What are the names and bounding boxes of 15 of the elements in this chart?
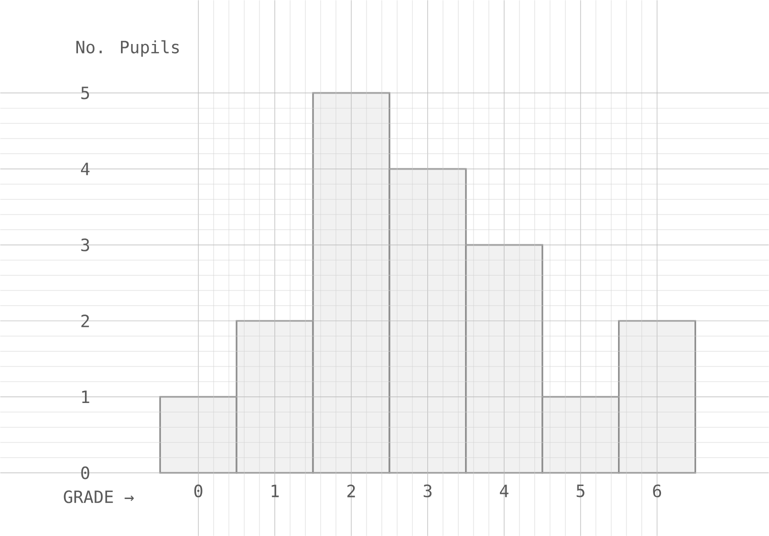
- x-tick-label: 5: [576, 484, 584, 498]
- y-tick-label: 0: [81, 466, 90, 480]
- x-tick-label: 1: [272, 484, 279, 497]
- x-tick-label: 3: [424, 484, 432, 498]
- y-tick-label: 1: [82, 390, 90, 403]
- y-tick-label: 3: [81, 238, 90, 252]
- x-tick-label: 4: [500, 484, 508, 497]
- x-axis-title: GRADE →: [64, 490, 134, 504]
- y-tick-label: 4: [80, 162, 90, 176]
- x-tick-label: 6: [653, 484, 662, 498]
- y-axis-title: No. Pupils: [76, 40, 179, 57]
- x-tick-label: 0: [194, 484, 202, 498]
- y-tick-label: 2: [81, 314, 89, 328]
- x-tick-label: 2: [347, 484, 355, 498]
- y-tick-label: 5: [81, 86, 89, 100]
